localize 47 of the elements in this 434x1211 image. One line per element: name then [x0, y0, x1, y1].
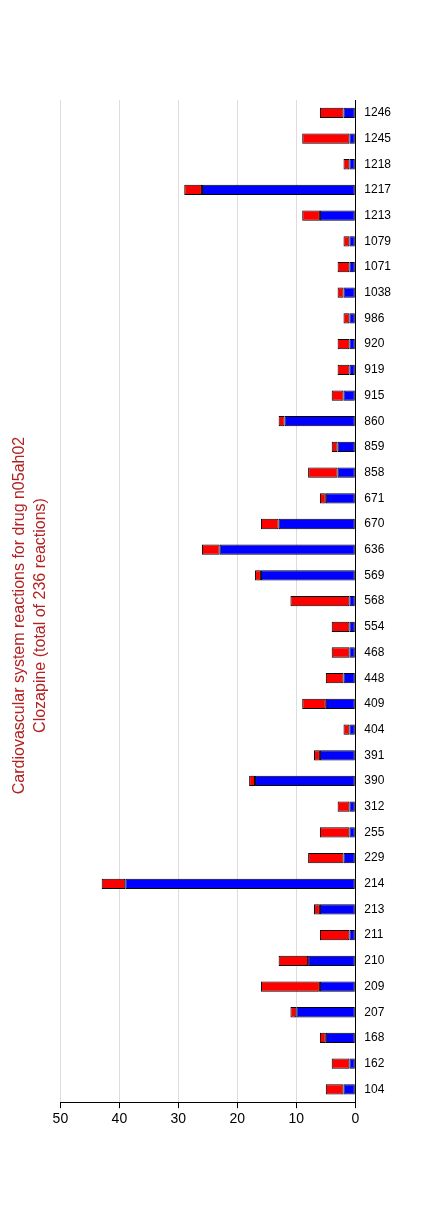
y-tick-label: 1218	[364, 156, 392, 171]
y-tick-label: 229	[364, 850, 385, 865]
text: Clozapine (total of 236 reactions)	[31, 498, 49, 733]
y-tick-label: 213	[364, 901, 385, 916]
y-tick-label: 670	[364, 516, 385, 531]
x-tick-label: 30	[170, 1110, 187, 1127]
x-tick-label: 50	[52, 1110, 69, 1127]
y-tick-label: 168	[364, 1030, 385, 1045]
y-tick-label: 671	[364, 490, 385, 505]
y-tick-label: 1217	[364, 182, 392, 197]
y-tick-label: 1071	[364, 259, 392, 274]
y-tick-label: 104	[364, 1081, 385, 1096]
y-tick-label: 1246	[364, 105, 392, 120]
y-tick-label: 919	[364, 362, 385, 377]
y-tick-label: 1245	[364, 130, 392, 145]
y-tick-label: 390	[364, 773, 385, 788]
x-tick-label: 40	[111, 1110, 128, 1127]
y-tick-label: 986	[364, 310, 385, 325]
y-tick-label: 214	[364, 876, 385, 891]
y-tick-label: 1213	[364, 207, 392, 222]
y-tick-label: 162	[364, 1055, 385, 1070]
text: Cardiovascular system reactions for drug n05ah02	[10, 436, 28, 795]
y-tick-label: 211	[364, 927, 384, 942]
y-tick-label: 312	[364, 798, 385, 813]
y-tick-label: 210	[364, 953, 385, 968]
y-tick-label: 915	[364, 387, 385, 402]
x-tick-label: 10	[288, 1110, 305, 1127]
y-tick-label: 858	[364, 464, 385, 479]
y-tick-label: 209	[364, 978, 385, 993]
y-tick-label: 568	[364, 593, 385, 608]
x-tick-label: 20	[229, 1110, 246, 1127]
x-tick-label: 0	[351, 1110, 360, 1127]
y-tick-label: 1079	[364, 233, 392, 248]
y-tick-label: 1038	[364, 285, 392, 300]
y-tick-label: 554	[364, 619, 385, 634]
y-tick-label: 207	[364, 1004, 385, 1019]
y-tick-label: 636	[364, 542, 385, 557]
y-tick-label: 569	[364, 567, 385, 582]
y-tick-label: 859	[364, 439, 385, 454]
y-tick-label: 404	[364, 721, 385, 736]
y-tick-label: 860	[364, 413, 385, 428]
y-tick-label: 255	[364, 824, 385, 839]
y-tick-label: 920	[364, 336, 385, 351]
y-tick-label: 448	[364, 670, 385, 685]
y-tick-label: 409	[364, 696, 385, 711]
y-tick-label: 468	[364, 644, 385, 659]
y-tick-label: 391	[364, 747, 385, 762]
